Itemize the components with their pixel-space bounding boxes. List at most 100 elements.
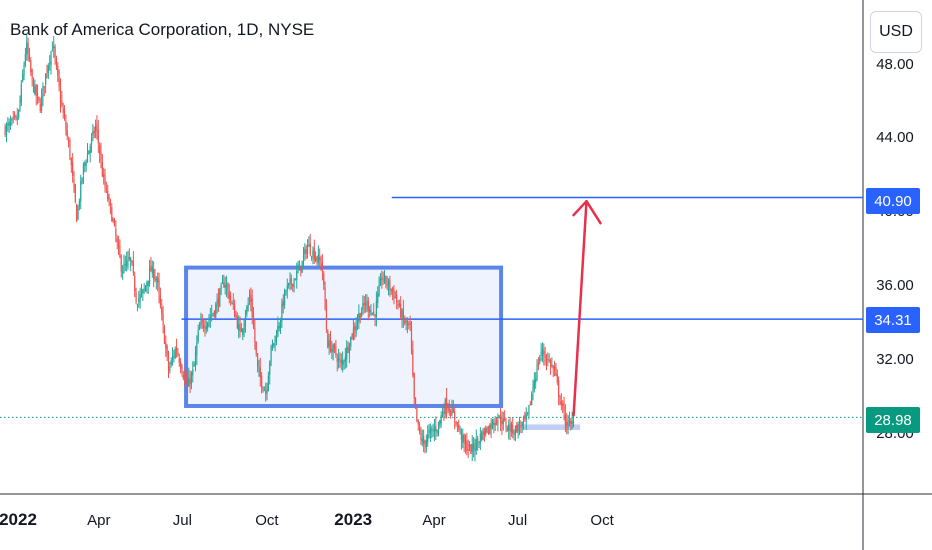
candle-body xyxy=(80,181,82,202)
candle-body xyxy=(288,282,290,286)
candle-body xyxy=(43,86,45,88)
candle-body xyxy=(481,432,483,440)
candle-body xyxy=(518,425,521,427)
candle-body xyxy=(559,395,561,404)
price-label-current: 28.98 xyxy=(866,407,920,433)
candle-body xyxy=(412,349,414,376)
candle-body xyxy=(46,70,48,72)
candle-body xyxy=(520,425,522,428)
candle-body xyxy=(431,429,433,431)
candle-body xyxy=(347,345,349,352)
candle-body xyxy=(54,46,56,58)
candle-body xyxy=(547,358,549,360)
candle-body xyxy=(131,260,133,264)
candle-body xyxy=(227,283,229,290)
candle-body xyxy=(263,390,265,392)
candle-body xyxy=(103,174,105,178)
candle-body xyxy=(32,78,35,93)
candle-body xyxy=(404,320,406,324)
candle-body xyxy=(425,440,427,448)
candle-body xyxy=(239,323,241,329)
candle-body xyxy=(174,348,176,358)
candle-body xyxy=(283,290,286,305)
candle-body xyxy=(90,137,93,145)
candle-body xyxy=(344,356,346,362)
candle-body xyxy=(396,294,398,302)
candle-body xyxy=(324,287,326,309)
candle-body xyxy=(494,423,496,426)
candle-body xyxy=(552,366,554,369)
candle-body xyxy=(435,426,437,432)
candle-body xyxy=(77,206,79,219)
candle-body xyxy=(47,65,49,74)
candle-body xyxy=(154,277,156,280)
candle-body xyxy=(146,282,148,287)
candle-body xyxy=(410,327,413,351)
candle-body xyxy=(250,294,252,302)
candle-body xyxy=(104,177,106,188)
candle-body xyxy=(429,428,431,434)
candle-body xyxy=(536,365,538,380)
candle-body xyxy=(126,261,128,267)
candle-body xyxy=(286,285,288,291)
candle-body xyxy=(485,428,487,435)
candle-body xyxy=(302,256,305,258)
candle-body xyxy=(335,346,337,356)
candle-body xyxy=(513,433,515,435)
candle-body xyxy=(93,131,95,134)
candle-body xyxy=(337,358,340,360)
candle-body xyxy=(26,42,28,55)
candle-body xyxy=(474,448,476,452)
candle-body xyxy=(358,313,360,322)
candle-body xyxy=(489,425,491,434)
currency-button[interactable]: USD xyxy=(870,11,922,53)
y-tick-label: 36.00 xyxy=(876,277,914,294)
candle-body xyxy=(367,301,369,311)
candle-body xyxy=(151,266,153,274)
candle-body xyxy=(436,430,438,434)
candle-body xyxy=(570,420,572,424)
chart-title: Bank of America Corporation, 1D, NYSE xyxy=(10,20,315,39)
candle-body xyxy=(293,279,295,288)
candle-body xyxy=(504,418,506,421)
candle-body xyxy=(182,375,184,379)
candle-body xyxy=(111,207,113,222)
candle-body xyxy=(185,375,187,385)
candle-body xyxy=(300,266,302,271)
candle-body xyxy=(20,83,22,103)
candle-body xyxy=(467,449,469,451)
price-label-target: 40.90 xyxy=(866,188,920,214)
x-tick-label: 2023 xyxy=(334,510,373,529)
candle-body xyxy=(55,58,58,66)
candle-body xyxy=(148,267,151,284)
candle-body xyxy=(150,264,152,272)
candle-body xyxy=(285,291,287,293)
candle-body xyxy=(271,343,274,348)
candle-body xyxy=(212,313,214,315)
y-tick-label: 44.00 xyxy=(876,129,914,146)
candle-body xyxy=(169,366,171,372)
candle-body xyxy=(290,278,292,285)
candle-body xyxy=(439,420,441,425)
candle-body xyxy=(94,126,97,132)
candle-body xyxy=(563,402,565,412)
candle-body xyxy=(306,245,309,254)
candle-body xyxy=(448,407,450,412)
candle-body xyxy=(544,356,546,358)
candle-body xyxy=(472,443,475,450)
candle-body xyxy=(273,342,275,346)
candle-body xyxy=(85,161,87,166)
candle-body xyxy=(40,95,43,111)
candle-body xyxy=(109,201,112,205)
candle-body xyxy=(53,46,55,49)
candle-body xyxy=(560,401,562,406)
candle-body xyxy=(553,365,556,370)
candle-body xyxy=(508,424,510,431)
candle-body xyxy=(101,162,103,177)
candle-body xyxy=(305,249,307,254)
candle-body xyxy=(572,421,575,425)
candle-body xyxy=(259,367,261,378)
candle-body xyxy=(153,268,155,280)
candle-body xyxy=(215,304,217,318)
